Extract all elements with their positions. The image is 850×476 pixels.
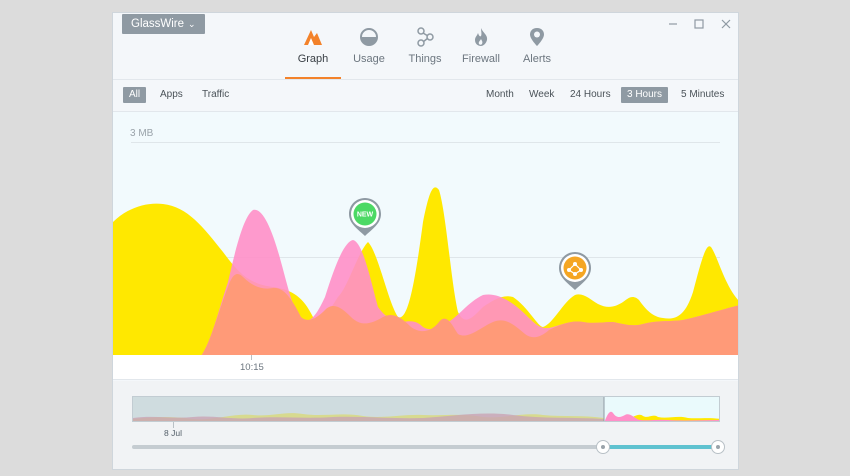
traffic-chart-svg: NEW (113, 187, 738, 356)
tab-things-label: Things (408, 53, 442, 65)
overlap-traffic-area (201, 274, 738, 356)
glasswire-window: GlassWire ⌄ Graph Usage (112, 12, 739, 470)
range-24-hours[interactable]: 24 Hours (570, 89, 611, 100)
overview-outgoing-area (133, 413, 604, 421)
tab-usage[interactable]: Usage (341, 27, 397, 79)
tab-firewall[interactable]: Firewall (453, 27, 509, 79)
range-3-hours[interactable]: 3 Hours (621, 87, 669, 103)
new-pin-label: NEW (357, 212, 374, 219)
timeline-end-handle[interactable] (711, 440, 725, 454)
overview-date-label: 8 Jul (164, 428, 182, 438)
overview-selection-outgoing (604, 411, 719, 421)
filter-traffic[interactable]: Traffic (202, 89, 230, 100)
firewall-icon (475, 28, 488, 46)
overview-timeline: 8 Jul (113, 381, 738, 469)
maximize-icon[interactable] (690, 16, 708, 32)
things-icon (417, 27, 434, 47)
timeline-slider-track[interactable] (132, 445, 720, 449)
filter-apps[interactable]: Apps (160, 89, 183, 100)
tab-usage-label: Usage (353, 53, 385, 65)
y-axis-label: 3 MB (130, 128, 154, 139)
new-app-pin[interactable]: NEW (349, 198, 381, 236)
chevron-down-icon: ⌄ (188, 19, 196, 29)
time-label: 10:15 (240, 362, 264, 373)
tab-firewall-label: Firewall (462, 53, 500, 65)
tab-graph-label: Graph (297, 53, 329, 65)
overview-chart[interactable] (132, 396, 720, 422)
overview-date-tick (173, 422, 174, 428)
tab-alerts-label: Alerts (522, 53, 552, 65)
timeline-slider-selection[interactable] (603, 445, 720, 449)
app-menu-button[interactable]: GlassWire ⌄ (122, 14, 205, 34)
time-axis: 10:15 (113, 355, 738, 380)
header-divider (113, 79, 738, 80)
traffic-graph[interactable]: 3 MB NEW (113, 111, 738, 356)
tab-alerts[interactable]: Alerts (509, 27, 565, 79)
network-hub-icon (567, 262, 583, 276)
close-icon[interactable] (717, 16, 735, 32)
network-hub-pin[interactable] (559, 252, 591, 290)
filter-all[interactable]: All (123, 87, 147, 103)
timeline-start-handle[interactable] (596, 440, 610, 454)
main-nav: Graph Usage Things Firewall (285, 27, 565, 79)
range-week[interactable]: Week (529, 89, 555, 100)
tab-graph[interactable]: Graph (285, 27, 341, 79)
overview-chart-svg (133, 397, 719, 421)
range-5-minutes[interactable]: 5 Minutes (681, 89, 725, 100)
alerts-icon (530, 28, 544, 46)
time-tick (251, 355, 252, 360)
graph-toolbar: All Apps Traffic Month Week 24 Hours 3 H… (113, 87, 738, 107)
minimize-icon[interactable] (664, 16, 682, 32)
usage-icon (360, 28, 378, 46)
gridline-top (131, 142, 720, 143)
graph-icon (304, 30, 322, 45)
app-menu-label: GlassWire (131, 18, 185, 30)
tab-things[interactable]: Things (397, 27, 453, 79)
range-month[interactable]: Month (486, 89, 514, 100)
